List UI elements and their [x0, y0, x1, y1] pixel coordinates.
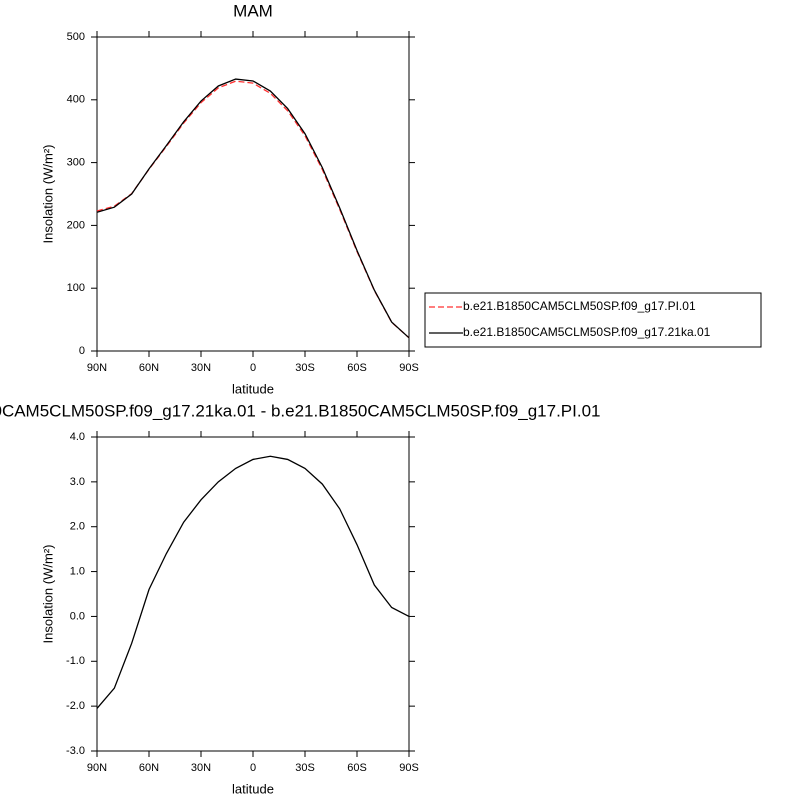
y-tick-label: 500: [67, 31, 85, 43]
y-tick-label: 300: [67, 157, 85, 169]
y-tick-label: 400: [67, 94, 85, 106]
x-tick-label: 30S: [295, 762, 315, 774]
legend-box: [424, 292, 762, 348]
x-tick-label: 30N: [191, 762, 211, 774]
legend-label: b.e21.B1850CAM5CLM50SP.f09_g17.PI.01: [463, 299, 696, 313]
x-tick-label: 0: [250, 762, 256, 774]
y-tick-label: 0.0: [70, 610, 85, 622]
plot-frame: [96, 36, 410, 352]
y-tick-label: 100: [67, 282, 85, 294]
x-tick-label: 60S: [347, 762, 367, 774]
x-tick-label: 90S: [399, 362, 419, 374]
x-tick-label: 90N: [87, 362, 107, 374]
y-tick-label: -1.0: [66, 655, 85, 667]
chart-title: MAM: [233, 1, 273, 20]
y-tick-label: 4.0: [70, 431, 85, 443]
legend-label: b.e21.B1850CAM5CLM50SP.f09_g17.21ka.01: [463, 325, 711, 339]
x-tick-label: 60S: [347, 362, 367, 374]
x-axis-label: latitude: [232, 781, 274, 796]
data-line: [96, 455, 410, 709]
x-tick-label: 60N: [139, 362, 159, 374]
x-tick-label: 90N: [87, 762, 107, 774]
y-tick-label: 3.0: [70, 476, 85, 488]
y-axis-label: Insolation (W/m²): [40, 545, 55, 644]
chart-title: b.e21.B1850CAM5CLM50SP.f09_g17.21ka.01 -…: [0, 401, 600, 420]
x-tick-label: 60N: [139, 762, 159, 774]
series-line: [96, 80, 410, 339]
plot-frame: [96, 436, 410, 752]
y-axis-label: Insolation (W/m²): [40, 145, 55, 244]
y-tick-label: -2.0: [66, 700, 85, 712]
x-tick-label: 30N: [191, 362, 211, 374]
x-tick-label: 30S: [295, 362, 315, 374]
x-tick-label: 0: [250, 362, 256, 374]
x-tick-label: 90S: [399, 762, 419, 774]
y-tick-label: -3.0: [66, 745, 85, 757]
series-line: [96, 78, 410, 339]
x-axis-label: latitude: [232, 381, 274, 396]
y-tick-label: 0: [79, 345, 85, 357]
y-tick-label: 200: [67, 219, 85, 231]
y-tick-label: 1.0: [70, 565, 85, 577]
y-tick-label: 2.0: [70, 521, 85, 533]
